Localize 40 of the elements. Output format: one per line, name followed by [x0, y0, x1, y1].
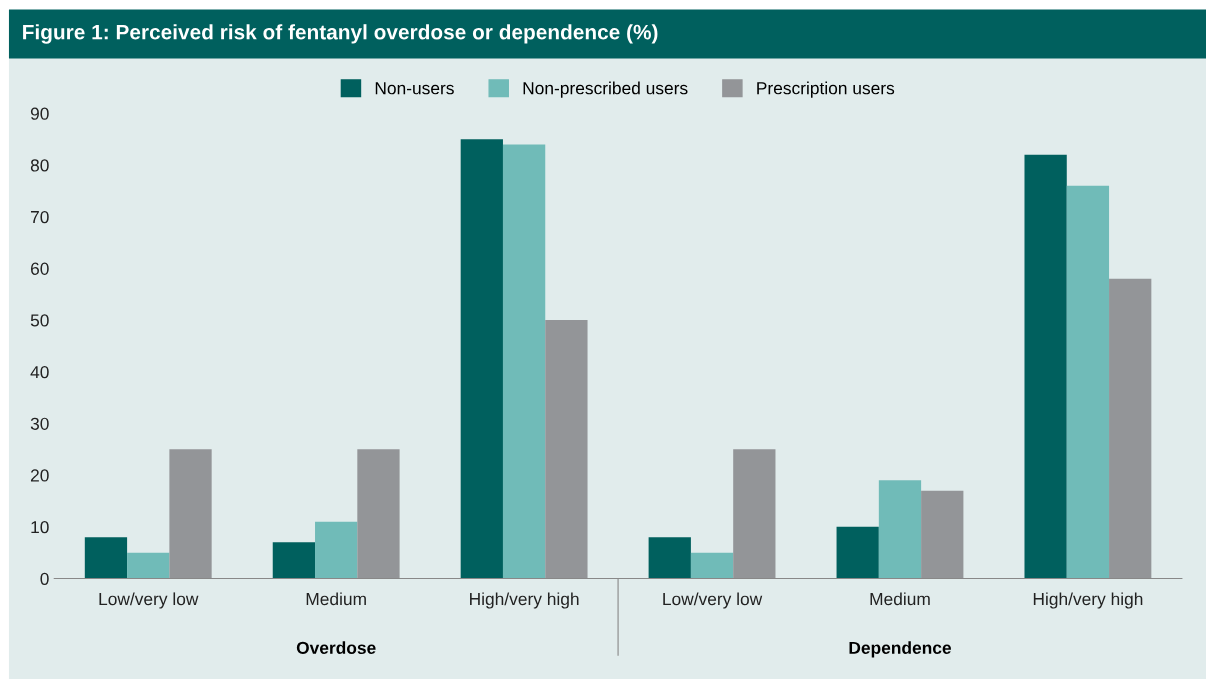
y-tick-label: 90 [30, 107, 49, 120]
bar [921, 490, 964, 579]
x-tick-label: Low/very low [663, 592, 763, 609]
x-tick-label: Medium [870, 592, 930, 606]
bar [460, 139, 503, 579]
y-tick-label: 50 [30, 314, 49, 327]
bar [836, 526, 879, 579]
bar [169, 449, 212, 579]
bar [127, 552, 170, 579]
y-tick-label: 30 [30, 417, 49, 430]
bar [1024, 154, 1067, 579]
bar [502, 144, 546, 579]
y-tick-label: 70 [30, 210, 49, 224]
bar [648, 537, 691, 579]
bar [315, 521, 358, 579]
y-tick-label: 40 [30, 365, 49, 379]
bar [272, 542, 316, 579]
bar [357, 449, 400, 579]
legend-label: Non-users [375, 82, 454, 95]
bar [1109, 278, 1152, 579]
y-tick-label: 20 [30, 469, 49, 482]
bar [690, 552, 734, 579]
y-tick-label: 0 [40, 572, 49, 585]
x-tick-label: High/very high [1033, 592, 1143, 609]
legend-label: Prescription users [757, 81, 895, 98]
bar [84, 537, 128, 579]
bar [878, 480, 922, 579]
text: Dependence [849, 641, 952, 658]
bar [733, 449, 776, 579]
x-tick-label: Medium [306, 592, 366, 606]
y-tick-label: 60 [30, 262, 49, 275]
x-tick-label: High/very high [470, 592, 579, 609]
bar [545, 320, 588, 579]
x-tick-label: Low/very low [99, 592, 199, 609]
y-tick-label: 80 [30, 159, 49, 172]
legend-label: Non-prescribed users [523, 81, 688, 98]
bar [1066, 185, 1110, 579]
chart-title: Figure 1: Perceived risk of fentanyl overdose or dependence (%) [23, 24, 658, 44]
text: Overdose [296, 641, 376, 654]
y-tick-label: 10 [31, 521, 49, 534]
